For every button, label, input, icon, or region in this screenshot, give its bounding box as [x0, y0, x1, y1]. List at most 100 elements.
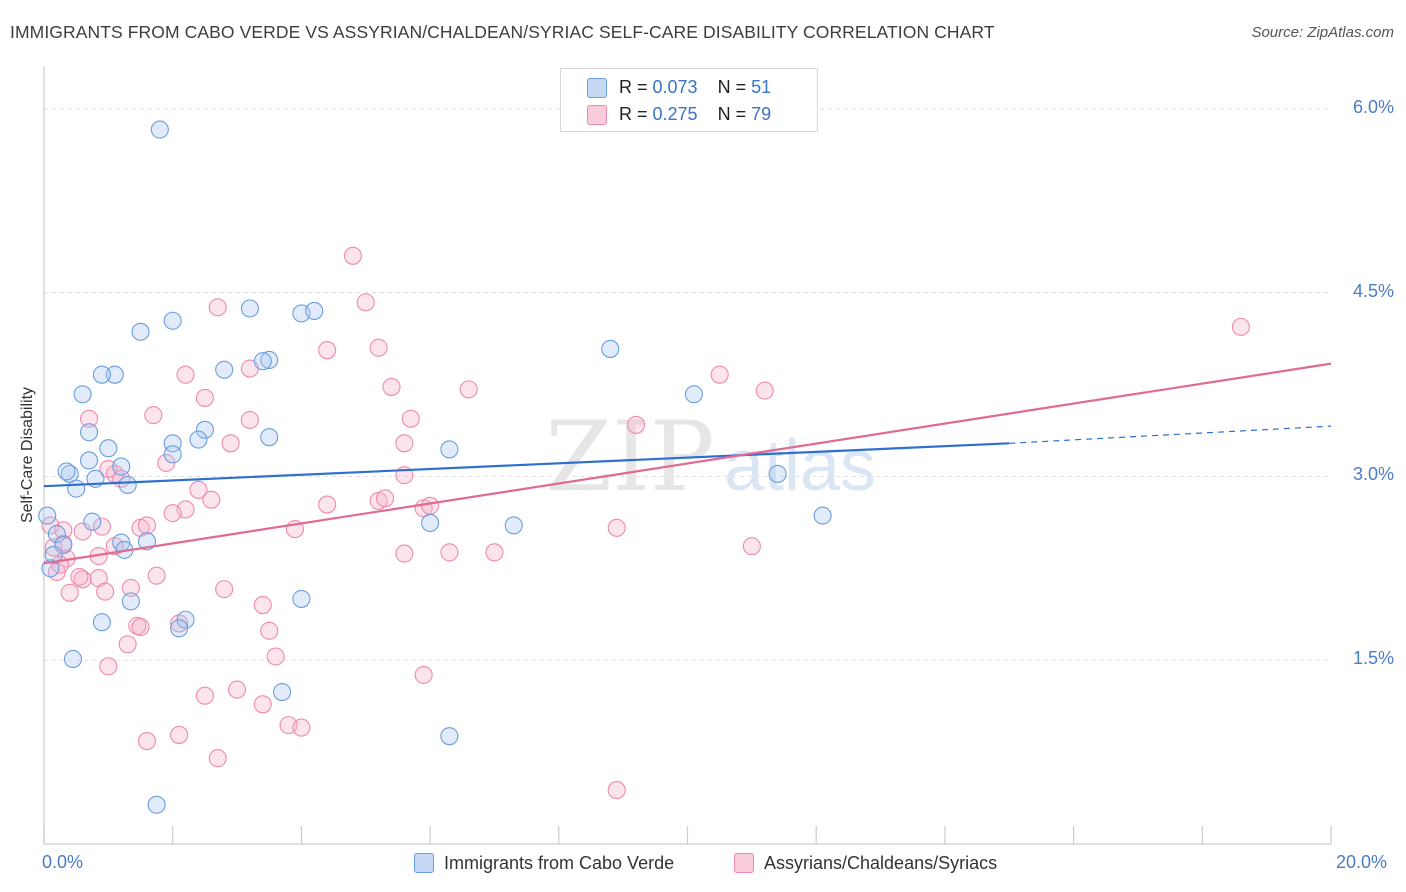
- y-tick-label: 6.0%: [1352, 96, 1394, 117]
- legend-n-label: N =: [717, 77, 752, 97]
- point-assyrians: [215, 580, 234, 599]
- x-tick-min: 0.0%: [42, 852, 84, 872]
- series-cabo-verde-points: [38, 120, 832, 814]
- point-assyrians: [60, 583, 79, 602]
- point-cabo-verde: [421, 513, 440, 532]
- point-assyrians: [318, 341, 337, 360]
- point-cabo-verde: [215, 360, 234, 379]
- point-cabo-verde: [163, 311, 182, 330]
- point-assyrians: [147, 566, 166, 585]
- point-cabo-verde: [92, 613, 111, 632]
- point-assyrians: [144, 406, 163, 425]
- point-assyrians: [73, 570, 92, 589]
- point-assyrians: [131, 618, 150, 637]
- point-cabo-verde: [195, 420, 214, 439]
- point-cabo-verde: [73, 385, 92, 404]
- bottom-legend-swatch-blue: [414, 853, 434, 873]
- point-cabo-verde: [813, 506, 832, 525]
- point-assyrians: [395, 434, 414, 453]
- point-assyrians: [253, 695, 272, 714]
- point-assyrians: [318, 495, 337, 514]
- point-cabo-verde: [54, 535, 73, 555]
- point-assyrians: [208, 298, 227, 317]
- trend-line-assyrians: [43, 362, 1332, 565]
- point-assyrians: [189, 480, 208, 499]
- point-assyrians: [266, 647, 285, 666]
- point-cabo-verde: [137, 532, 157, 551]
- point-cabo-verde: [147, 795, 166, 814]
- point-assyrians: [376, 489, 395, 508]
- y-tick-label: 3.0%: [1352, 464, 1394, 485]
- point-cabo-verde: [292, 589, 311, 608]
- point-assyrians: [292, 718, 311, 737]
- point-cabo-verde: [768, 464, 787, 483]
- point-assyrians: [421, 496, 440, 515]
- point-assyrians: [356, 293, 375, 312]
- point-cabo-verde: [44, 545, 63, 564]
- point-assyrians: [228, 680, 247, 699]
- point-cabo-verde: [273, 683, 292, 702]
- point-cabo-verde: [121, 592, 140, 611]
- legend-r-label: R =: [619, 104, 653, 124]
- trend-line-cabo-verde-extension: [1009, 425, 1332, 444]
- legend-n-value: 51: [751, 77, 772, 97]
- chart-title: IMMIGRANTS FROM CABO VERDE VS ASSYRIAN/C…: [10, 22, 995, 42]
- point-cabo-verde: [260, 428, 279, 447]
- point-cabo-verde: [92, 365, 111, 384]
- legend-n-label: N =: [717, 104, 752, 124]
- point-cabo-verde: [189, 430, 208, 449]
- legend-swatch-pink: [587, 105, 607, 125]
- point-assyrians: [382, 377, 401, 396]
- x-tick-max: 20.0%: [1336, 852, 1388, 872]
- point-cabo-verde: [504, 516, 523, 535]
- point-assyrians: [485, 543, 504, 562]
- trend-line-cabo-verde: [43, 442, 1010, 488]
- point-assyrians: [202, 490, 221, 509]
- point-cabo-verde: [99, 439, 118, 458]
- gridlines: [44, 108, 1331, 661]
- point-assyrians: [260, 621, 279, 640]
- point-cabo-verde: [79, 423, 99, 442]
- point-cabo-verde: [105, 365, 124, 384]
- point-assyrians: [607, 518, 626, 537]
- bottom-legend-label-pink: Assyrians/Chaldeans/Syriacs: [764, 853, 998, 873]
- point-assyrians: [401, 409, 420, 428]
- point-cabo-verde: [63, 649, 83, 669]
- correlation-legend: R = 0.073 N = 51 R = 0.275 N = 79: [560, 68, 818, 132]
- point-assyrians: [96, 582, 115, 601]
- point-assyrians: [395, 544, 414, 563]
- point-cabo-verde: [163, 445, 182, 464]
- point-assyrians: [755, 381, 774, 400]
- point-cabo-verde: [83, 512, 102, 531]
- point-cabo-verde: [440, 727, 459, 746]
- point-assyrians: [710, 365, 729, 384]
- point-assyrians: [137, 732, 157, 751]
- bottom-legend-label-blue: Immigrants from Cabo Verde: [444, 853, 675, 873]
- point-assyrians: [70, 567, 89, 586]
- point-assyrians: [92, 517, 111, 536]
- point-assyrians: [440, 543, 459, 562]
- point-assyrians: [1231, 317, 1250, 336]
- series-assyrians-points: [41, 246, 1250, 800]
- point-assyrians: [626, 415, 646, 434]
- svg-text:atlas: atlas: [724, 426, 876, 506]
- legend-r-value: 0.275: [652, 104, 698, 124]
- point-assyrians: [253, 595, 272, 615]
- point-assyrians: [163, 504, 182, 523]
- axes: [43, 66, 1332, 845]
- point-assyrians: [369, 338, 388, 357]
- point-assyrians: [195, 686, 214, 705]
- point-cabo-verde: [57, 462, 76, 481]
- point-assyrians: [176, 365, 195, 384]
- point-assyrians: [79, 409, 99, 428]
- point-cabo-verde: [305, 301, 324, 321]
- point-cabo-verde: [240, 299, 259, 318]
- legend-n-value: 79: [751, 104, 772, 124]
- point-assyrians: [208, 749, 227, 768]
- point-cabo-verde: [601, 339, 620, 358]
- trend-lines: [43, 362, 1332, 565]
- point-assyrians: [607, 781, 626, 800]
- point-cabo-verde: [150, 120, 169, 139]
- point-assyrians: [414, 665, 433, 684]
